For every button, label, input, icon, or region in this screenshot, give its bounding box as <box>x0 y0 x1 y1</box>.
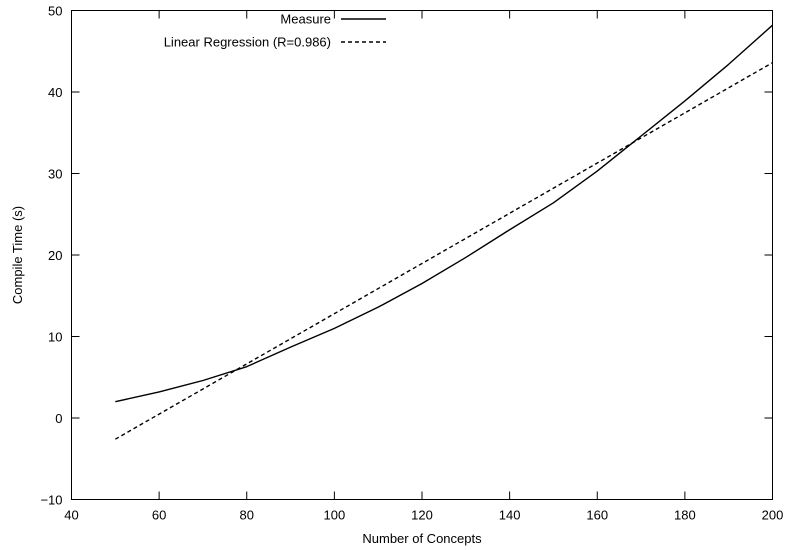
y-axis-label: Compile Time (s) <box>10 206 25 304</box>
series-layer <box>114 24 773 440</box>
legend: Measure Linear Regression (R=0.986) <box>164 12 386 50</box>
legend-label-measure: Measure <box>280 12 331 27</box>
legend-label-linear-regression: Linear Regression (R=0.986) <box>164 35 331 50</box>
y-tick-label: −10 <box>40 493 62 508</box>
y-tick-label: 20 <box>48 248 62 263</box>
y-tick-label: 30 <box>48 167 62 182</box>
x-tick-label: 100 <box>324 508 346 523</box>
y-tick-label: 10 <box>48 330 62 345</box>
series-line-measure <box>115 24 773 403</box>
x-axis-label: Number of Concepts <box>362 531 482 546</box>
x-tick-label: 60 <box>152 508 166 523</box>
x-tick-label: 200 <box>762 508 784 523</box>
x-tick-label: 120 <box>411 508 433 523</box>
x-tick-label: 80 <box>240 508 254 523</box>
x-tick-label: 160 <box>586 508 608 523</box>
y-axis-ticks: −10 0 10 20 30 40 50 <box>40 4 773 508</box>
y-tick-label: 40 <box>48 85 62 100</box>
x-axis-ticks: 40 60 80 100 120 140 160 180 200 <box>64 10 784 523</box>
y-tick-label: 50 <box>48 4 62 19</box>
series-line-linear-regression <box>114 62 773 440</box>
x-tick-label: 140 <box>499 508 521 523</box>
plot-frame <box>71 10 773 500</box>
y-tick-label: 0 <box>55 411 62 426</box>
x-tick-label: 180 <box>674 508 696 523</box>
x-tick-label: 40 <box>64 508 78 523</box>
